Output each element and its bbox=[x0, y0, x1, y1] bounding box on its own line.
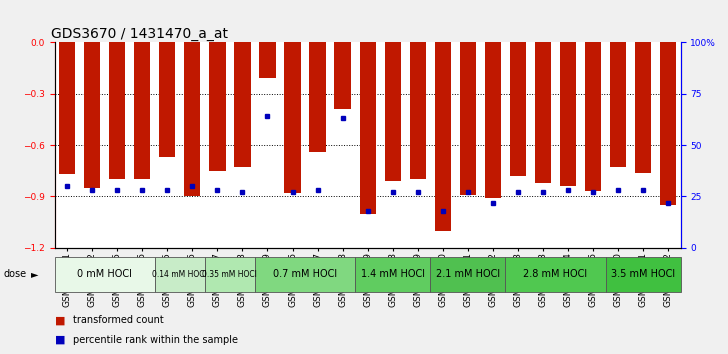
Bar bbox=[109, 42, 125, 179]
Text: 0.14 mM HOCl: 0.14 mM HOCl bbox=[152, 270, 207, 279]
Text: dose: dose bbox=[4, 269, 27, 279]
Bar bbox=[355, 257, 430, 292]
Text: transformed count: transformed count bbox=[73, 315, 164, 325]
Text: percentile rank within the sample: percentile rank within the sample bbox=[73, 335, 238, 345]
Bar bbox=[184, 42, 200, 196]
Bar bbox=[155, 257, 205, 292]
Bar bbox=[134, 42, 151, 179]
Bar bbox=[234, 42, 250, 167]
Bar bbox=[585, 42, 601, 191]
Bar bbox=[606, 257, 681, 292]
Bar bbox=[435, 42, 451, 231]
Text: 0.7 mM HOCl: 0.7 mM HOCl bbox=[273, 269, 337, 279]
Bar bbox=[610, 42, 626, 167]
Bar bbox=[205, 257, 255, 292]
Bar bbox=[535, 42, 551, 183]
Bar bbox=[209, 42, 226, 171]
Bar bbox=[84, 42, 100, 188]
Bar bbox=[255, 257, 355, 292]
Bar bbox=[334, 42, 351, 109]
Text: 0.35 mM HOCl: 0.35 mM HOCl bbox=[202, 270, 257, 279]
Bar bbox=[59, 42, 75, 174]
Bar bbox=[459, 42, 476, 195]
Bar bbox=[560, 42, 576, 186]
Bar bbox=[285, 42, 301, 193]
Bar bbox=[384, 42, 401, 181]
Bar bbox=[259, 42, 276, 78]
Text: ■: ■ bbox=[55, 335, 65, 345]
Bar bbox=[430, 257, 505, 292]
Bar bbox=[635, 42, 652, 172]
Text: 2.1 mM HOCl: 2.1 mM HOCl bbox=[436, 269, 500, 279]
Text: ►: ► bbox=[31, 269, 38, 279]
Text: ■: ■ bbox=[55, 315, 65, 325]
Text: 2.8 mM HOCl: 2.8 mM HOCl bbox=[523, 269, 587, 279]
Bar bbox=[410, 42, 426, 179]
Bar bbox=[55, 257, 155, 292]
Bar bbox=[309, 42, 325, 152]
Text: 3.5 mM HOCl: 3.5 mM HOCl bbox=[611, 269, 675, 279]
Bar bbox=[505, 257, 606, 292]
Bar bbox=[510, 42, 526, 176]
Text: GDS3670 / 1431470_a_at: GDS3670 / 1431470_a_at bbox=[52, 28, 229, 41]
Text: 1.4 mM HOCl: 1.4 mM HOCl bbox=[360, 269, 424, 279]
Bar bbox=[660, 42, 676, 205]
Bar bbox=[360, 42, 376, 213]
Text: 0 mM HOCl: 0 mM HOCl bbox=[77, 269, 132, 279]
Bar bbox=[485, 42, 501, 198]
Bar bbox=[159, 42, 175, 157]
